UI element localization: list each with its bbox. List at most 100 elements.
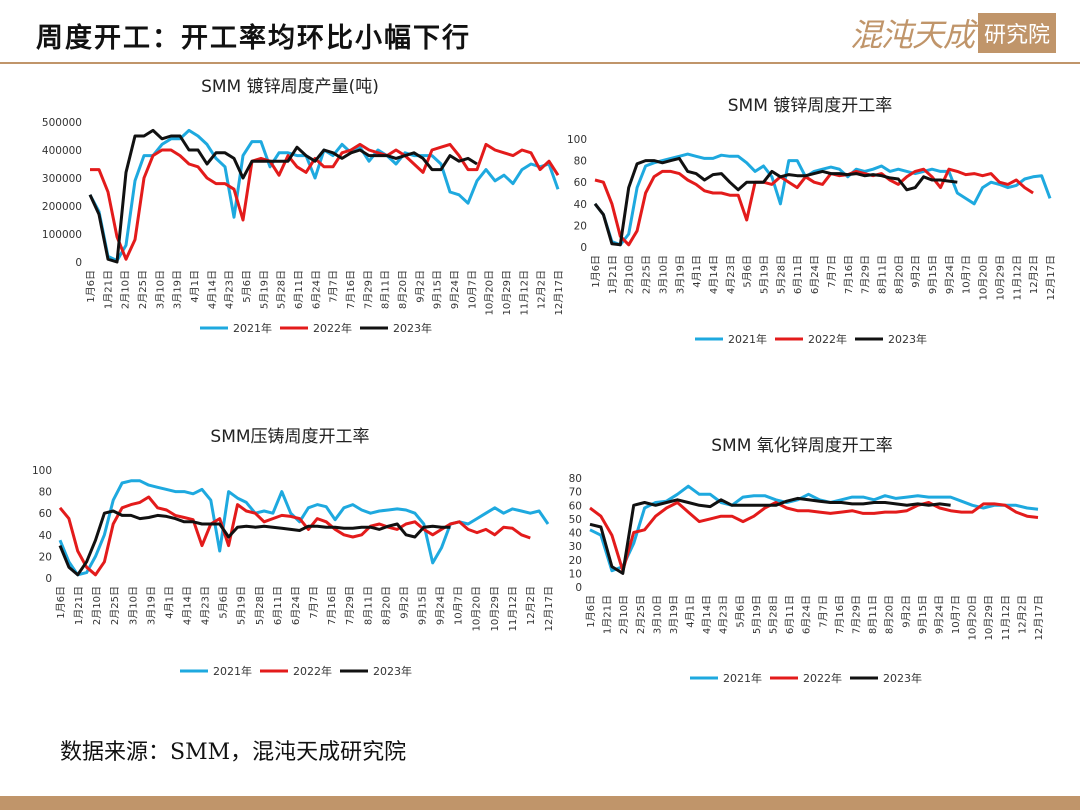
x-tick-label: 7月16日 [326, 586, 338, 625]
brand-logo: 混沌天成 研究院 [850, 12, 1056, 54]
x-tick-label: 5月19日 [759, 255, 771, 294]
x-tick-label: 5月28日 [768, 595, 780, 634]
chart-galvanizing-operating-rate: SMM 镀锌周度开工率 0 20 40 60 80 100 1月6日 1月21日 2月10日 2月2… [567, 96, 1057, 346]
x-tick-label: 10月20日 [978, 255, 990, 300]
x-tick-label: 9月2日 [414, 270, 426, 303]
x-tick-label: 3月10日 [154, 270, 166, 309]
y-tick-label: 100 [32, 465, 52, 477]
x-tick-label: 10月29日 [501, 270, 513, 315]
y-tick-label: 50 [569, 514, 582, 526]
y-tick-label: 200000 [42, 201, 82, 213]
x-tick-label: 2月25日 [641, 255, 653, 294]
x-tick-label: 12月17日 [1033, 595, 1045, 640]
x-tick-label: 9月2日 [910, 255, 922, 288]
x-tick-label: 10月7日 [453, 586, 465, 625]
x-tick-label: 4月1日 [163, 586, 175, 619]
legend-label: 2023年 [883, 671, 922, 685]
x-tick-label: 4月1日 [189, 270, 201, 303]
y-tick-label: 80 [569, 473, 582, 485]
chart-die-casting-operating-rate: SMM压铸周度开工率 0 20 40 60 80 100 1月6日 1月21日 2月10日 2月25… [32, 427, 555, 678]
x-tick-label: 7月29日 [362, 270, 374, 309]
x-tick-label: 10月7日 [961, 255, 973, 294]
x-tick-label: 7月29日 [860, 255, 872, 294]
x-tick-label: 10月20日 [967, 595, 979, 640]
x-tick-label: 10月20日 [471, 586, 483, 631]
x-tick-label: 4月14日 [206, 270, 218, 309]
series-line-2021 [593, 152, 1052, 247]
x-tick-label: 12月17日 [553, 270, 565, 315]
x-tick-label: 3月10日 [657, 255, 669, 294]
x-tick-label: 3月19日 [172, 270, 184, 309]
series-line-2023 [589, 496, 951, 575]
series-line-2023 [88, 128, 478, 264]
legend-label: 2022年 [803, 671, 842, 685]
x-tick-label: 7月7日 [817, 595, 829, 628]
y-tick-label: 20 [574, 220, 587, 232]
x-tick-label: 1月6日 [585, 595, 597, 628]
legend-label: 2021年 [723, 671, 762, 685]
x-tick-label: 10月20日 [484, 270, 496, 315]
x-tick-label: 7月16日 [345, 270, 357, 309]
x-tick-label: 3月19日 [145, 586, 157, 625]
x-tick-label: 9月24日 [944, 255, 956, 294]
x-tick-label: 8月11日 [380, 270, 392, 309]
footer-bar [0, 796, 1080, 810]
x-tick-label: 10月29日 [489, 586, 501, 631]
x-tick-label: 5月6日 [742, 255, 754, 288]
x-tick-label: 10月29日 [994, 255, 1006, 300]
x-tick-label: 3月19日 [668, 595, 680, 634]
x-tick-label: 10月29日 [983, 595, 995, 640]
x-tick-label: 9月15日 [927, 255, 939, 294]
x-tick-label: 11月12日 [518, 270, 530, 315]
x-tick-label: 1月6日 [590, 255, 602, 288]
x-tick-label: 5月6日 [734, 595, 746, 628]
legend-label: 2023年 [373, 664, 412, 678]
legend-label: 2022年 [293, 664, 332, 678]
y-tick-label: 80 [39, 487, 52, 499]
y-tick-label: 20 [39, 551, 52, 563]
x-tick-label: 11月12日 [507, 586, 519, 631]
x-tick-label: 3月10日 [127, 586, 139, 625]
x-tick-label: 1月21日 [607, 255, 619, 294]
x-tick-label: 4月14日 [182, 586, 194, 625]
x-tick-label: 5月28日 [254, 586, 266, 625]
series-line-2022 [594, 167, 1034, 247]
x-tick-label: 8月20日 [380, 586, 392, 625]
x-tick-label: 2月25日 [109, 586, 121, 625]
legend-label: 2021年 [728, 332, 767, 346]
series-line-2022 [58, 495, 531, 577]
x-tick-label: 4月1日 [685, 595, 697, 628]
series-line-2021 [589, 484, 1039, 573]
x-tick-label: 12月2日 [1016, 595, 1028, 634]
y-tick-label: 400000 [42, 145, 82, 157]
legend-label: 2022年 [808, 332, 847, 346]
x-tick-label: 1月6日 [55, 586, 67, 619]
x-tick-label: 11月12日 [1000, 595, 1012, 640]
x-tick-label: 3月10日 [651, 595, 663, 634]
title-divider [0, 62, 1080, 64]
series-line-2022 [90, 142, 560, 261]
y-tick-label: 40 [39, 530, 52, 542]
x-tick-label: 5月19日 [236, 586, 248, 625]
x-tick-label: 8月11日 [876, 255, 888, 294]
y-tick-label: 40 [574, 199, 587, 211]
y-tick-label: 30 [569, 541, 582, 553]
y-tick-label: 0 [75, 257, 82, 269]
x-tick-label: 9月24日 [449, 270, 461, 309]
page-title: 周度开工：开工率均环比小幅下行 [36, 23, 471, 54]
x-tick-label: 10月7日 [466, 270, 478, 309]
x-tick-label: 12月2日 [536, 270, 548, 309]
x-tick-label: 12月2日 [525, 586, 537, 625]
x-tick-label: 1月21日 [102, 270, 114, 309]
y-tick-label: 0 [45, 573, 52, 585]
x-tick-label: 6月24日 [809, 255, 821, 294]
x-tick-label: 9月15日 [416, 586, 428, 625]
x-tick-label: 12月2日 [1028, 255, 1040, 294]
x-tick-label: 8月20日 [893, 255, 905, 294]
x-tick-label: 8月20日 [397, 270, 409, 309]
legend-label: 2023年 [393, 321, 432, 335]
x-tick-label: 6月11日 [272, 586, 284, 625]
x-tick-label: 5月6日 [218, 586, 230, 619]
x-tick-label: 6月11日 [293, 270, 305, 309]
